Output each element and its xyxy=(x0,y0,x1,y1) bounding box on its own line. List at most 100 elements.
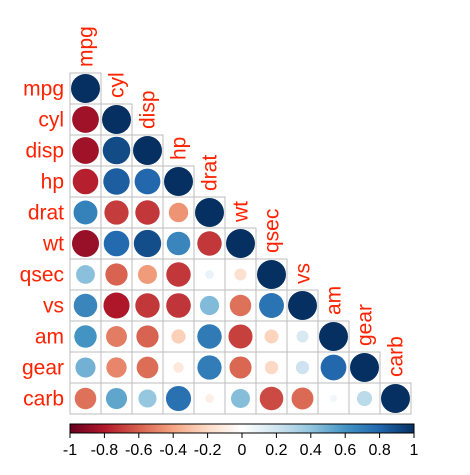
colorbar: -1 -0.8 -0.6 -0.4 -0.2 0 0.2 0.4 0.6 0.8 1 xyxy=(63,423,419,459)
corr-circle-gear-vs xyxy=(295,360,310,375)
corr-circle-wt-wt xyxy=(226,229,255,258)
corr-circle-qsec-qsec xyxy=(257,260,286,289)
corr-circle-vs-vs xyxy=(288,291,317,320)
column-label-qsec: qsec xyxy=(261,209,284,253)
corr-circle-carb-hp xyxy=(165,385,192,412)
corr-circle-wt-disp xyxy=(133,229,162,258)
corr-circle-disp-cyl xyxy=(102,136,131,165)
row-label-vs: vs xyxy=(43,295,64,318)
corr-circle-gear-qsec xyxy=(264,360,279,375)
corr-circle-am-vs xyxy=(296,330,309,343)
colorbar-gradient xyxy=(69,423,415,434)
colorbar-tick-label: -0.2 xyxy=(194,442,222,459)
grid-cell-drat-hp xyxy=(162,196,195,229)
corr-circle-hp-disp xyxy=(134,168,161,195)
row-label-mpg: mpg xyxy=(23,78,64,101)
corr-circle-gear-wt xyxy=(229,356,252,379)
row-label-disp: disp xyxy=(25,140,64,163)
column-label-hp: hp xyxy=(168,137,191,160)
corr-circle-carb-mpg xyxy=(74,387,97,410)
colorbar-tick-label: 0 xyxy=(238,442,247,459)
corr-circle-carb-qsec xyxy=(259,386,284,411)
corr-circle-hp-cyl xyxy=(103,168,130,195)
corr-circle-qsec-mpg xyxy=(76,265,95,284)
colorbar-tick-label: 0.6 xyxy=(334,442,356,459)
corr-circle-am-disp xyxy=(136,325,159,348)
corr-circle-gear-mpg xyxy=(75,357,96,378)
corr-circle-vs-disp xyxy=(135,293,160,318)
corr-circle-wt-mpg xyxy=(71,229,100,258)
corr-circle-hp-hp xyxy=(164,167,193,196)
corr-circle-gear-am xyxy=(320,354,347,381)
corr-circle-vs-cyl xyxy=(103,292,130,319)
corr-circle-gear-drat xyxy=(197,355,222,380)
corr-circle-am-wt xyxy=(228,324,253,349)
colorbar-tick-label: -0.8 xyxy=(91,442,119,459)
corr-circle-am-mpg xyxy=(74,325,97,348)
colorbar-tick-label: 1 xyxy=(410,442,419,459)
column-label-drat: drat xyxy=(199,155,222,191)
column-label-mpg: mpg xyxy=(75,26,98,67)
corr-circle-am-am xyxy=(319,322,348,351)
corr-circle-wt-drat xyxy=(197,231,222,256)
corr-circle-vs-mpg xyxy=(73,293,98,318)
corr-circle-am-drat xyxy=(197,324,222,349)
row-label-carb: carb xyxy=(23,388,64,411)
corr-circle-hp-mpg xyxy=(72,168,99,195)
corr-circle-am-hp xyxy=(171,329,186,344)
corr-circle-cyl-mpg xyxy=(72,106,99,133)
corr-circle-wt-cyl xyxy=(103,230,130,257)
column-label-vs: vs xyxy=(292,263,315,284)
corr-circle-disp-disp xyxy=(133,136,162,165)
corr-circle-drat-mpg xyxy=(73,200,98,225)
corr-circle-carb-am xyxy=(329,394,338,403)
corr-circle-qsec-cyl xyxy=(105,263,128,286)
corr-circle-am-qsec xyxy=(264,329,279,344)
column-label-wt: wt xyxy=(230,201,253,223)
corr-circle-vs-qsec xyxy=(259,293,284,318)
column-label-disp: disp xyxy=(137,90,160,129)
corr-circle-am-cyl xyxy=(106,326,127,347)
corr-circle-wt-hp xyxy=(166,231,191,256)
corr-circle-disp-mpg xyxy=(72,137,99,164)
corr-circle-qsec-disp xyxy=(137,264,158,285)
corr-circle-drat-drat xyxy=(195,198,224,227)
corr-circle-drat-hp xyxy=(168,202,189,223)
corr-circle-carb-cyl xyxy=(105,387,128,410)
grid-cell-qsec-mpg xyxy=(69,258,102,291)
colorbar-tick-label: 0.2 xyxy=(265,442,287,459)
corr-circle-carb-disp xyxy=(138,389,157,408)
row-label-drat: drat xyxy=(28,202,64,225)
corr-circle-drat-disp xyxy=(135,200,160,225)
corr-circle-gear-hp xyxy=(173,362,184,373)
corr-circle-carb-gear xyxy=(356,390,373,407)
corr-circle-qsec-hp xyxy=(166,262,191,287)
row-label-cyl: cyl xyxy=(38,109,64,132)
row-label-qsec: qsec xyxy=(20,264,64,287)
colorbar-tick-label: -1 xyxy=(63,442,77,459)
column-label-carb: carb xyxy=(385,336,408,377)
corr-circle-gear-disp xyxy=(136,356,159,379)
row-label-gear: gear xyxy=(22,357,64,380)
circle-layer xyxy=(71,74,410,413)
corr-circle-vs-drat xyxy=(199,295,220,316)
corr-circle-gear-gear xyxy=(350,353,379,382)
corr-circle-carb-drat xyxy=(205,394,214,403)
corr-circle-carb-wt xyxy=(230,388,251,409)
colorbar-tick-label: 0.8 xyxy=(368,442,390,459)
corr-circle-carb-vs xyxy=(291,387,314,410)
row-label-hp: hp xyxy=(41,171,64,194)
colorbar-tick-label: -0.6 xyxy=(125,442,153,459)
corr-circle-cyl-cyl xyxy=(102,105,131,134)
row-label-wt: wt xyxy=(42,233,64,256)
corr-circle-vs-wt xyxy=(229,294,252,317)
column-label-gear: gear xyxy=(354,304,377,346)
column-label-cyl: cyl xyxy=(106,72,129,98)
corr-circle-qsec-drat xyxy=(205,270,214,279)
row-labels: mpg cyl disp hp drat wt qsec vs am gear carb xyxy=(20,78,65,411)
corr-circle-qsec-wt xyxy=(234,268,247,281)
corr-circle-carb-carb xyxy=(381,384,410,413)
row-label-am: am xyxy=(35,326,64,349)
